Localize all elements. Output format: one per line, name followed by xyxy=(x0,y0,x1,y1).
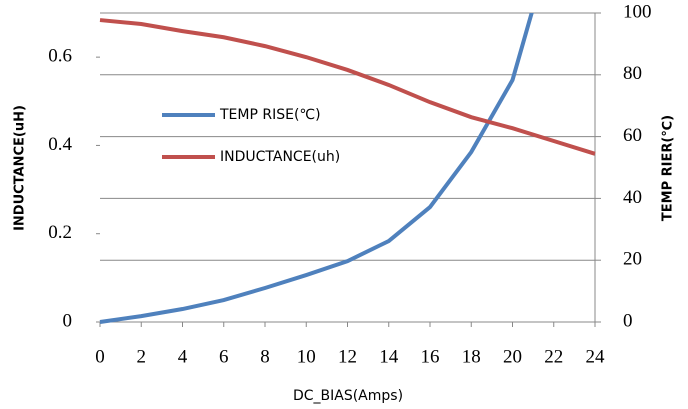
x-tick-label: 20 xyxy=(503,346,522,367)
x-tick-label: 4 xyxy=(178,346,188,367)
x-tick-label: 12 xyxy=(338,346,357,367)
y2-tick-label: 60 xyxy=(623,125,642,146)
legend-label: TEMP RISE(℃) xyxy=(219,107,321,123)
y-tick-label: 0.4 xyxy=(48,134,72,155)
y-tick-label: 0.6 xyxy=(48,46,72,67)
legend-label: INDUCTANCE(uh) xyxy=(220,149,340,165)
x-tick-label: 2 xyxy=(137,346,147,367)
x-tick-label: 8 xyxy=(260,346,270,367)
x-tick-label: 16 xyxy=(421,346,440,367)
x-tick-label: 18 xyxy=(462,346,481,367)
x-tick-label: 14 xyxy=(379,346,399,367)
x-axis-label: DC_BIAS(Amps) xyxy=(293,388,403,404)
y-tick-label: 0 xyxy=(63,310,73,331)
y2-axis-label: TEMP RIER(℃) xyxy=(661,115,676,221)
x-tick-label: 22 xyxy=(544,346,563,367)
y2-tick-label: 0 xyxy=(623,310,633,331)
y-tick-label: 0.2 xyxy=(48,222,72,243)
y2-tick-label: 20 xyxy=(623,249,642,270)
y2-tick-label: 80 xyxy=(623,63,642,84)
y2-tick-label: 40 xyxy=(623,187,642,208)
x-tick-label: 10 xyxy=(297,346,316,367)
x-tick-label: 24 xyxy=(586,346,606,367)
x-tick-label: 6 xyxy=(219,346,229,367)
series-line xyxy=(99,18,596,156)
y2-tick-label: 100 xyxy=(623,1,652,22)
x-tick-label: 0 xyxy=(95,346,105,367)
series-line xyxy=(99,13,534,324)
y-axis-label: INDUCTANCE(uH) xyxy=(13,105,28,231)
